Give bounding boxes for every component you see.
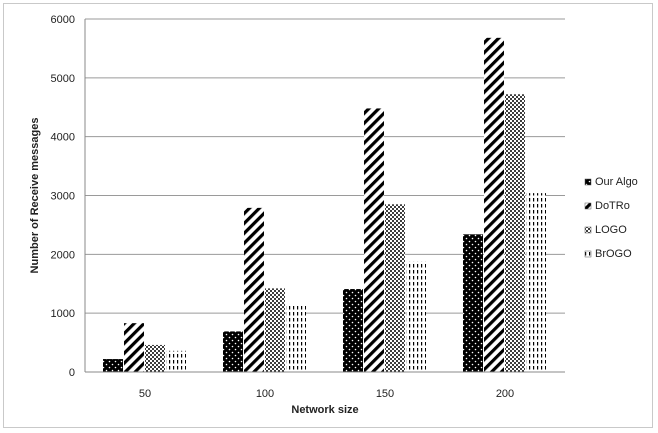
bar-brogo-200	[526, 193, 546, 372]
y-axis-ticks: 0 1000 2000 3000 4000 5000 6000	[51, 14, 75, 379]
y-tick-label: 4000	[51, 132, 75, 144]
bar-our-algo-200	[463, 234, 483, 372]
legend-label: LOGO	[595, 224, 627, 236]
legend-label: DoTRo	[595, 200, 630, 212]
y-tick-label: 1000	[51, 308, 75, 320]
legend: Our Algo DoTRo LOGO BrOGO	[584, 176, 638, 260]
y-axis-title: Number of Receive messages	[29, 118, 41, 274]
bar-brogo-150	[406, 261, 426, 372]
y-tick-label: 6000	[51, 14, 75, 26]
axes	[84, 19, 565, 373]
bars	[103, 37, 546, 373]
bar-logo-50	[145, 344, 165, 372]
x-axis-title: Network size	[291, 404, 358, 416]
bar-our-algo-100	[223, 331, 243, 372]
bar-logo-150	[385, 204, 405, 372]
bar-dotro-100	[244, 207, 264, 372]
bar-our-algo-150	[343, 289, 363, 372]
y-tick-label: 2000	[51, 249, 75, 261]
bar-dotro-50	[124, 323, 144, 372]
legend-swatch	[584, 226, 592, 234]
y-tick-label: 3000	[51, 191, 75, 203]
legend-swatch	[584, 178, 592, 186]
legend-label: BrOGO	[595, 248, 632, 260]
bar-brogo-50	[166, 350, 186, 372]
bar-dotro-150	[364, 108, 384, 372]
x-tick-label: 200	[496, 388, 514, 400]
bar-our-algo-50	[103, 359, 123, 372]
x-tick-label: 100	[256, 388, 274, 400]
x-axis-ticks: 50 100 150 200	[139, 388, 514, 400]
bar-logo-200	[505, 94, 525, 372]
bar-brogo-100	[286, 303, 306, 372]
y-tick-label: 0	[69, 367, 75, 379]
bar-logo-100	[265, 288, 285, 372]
x-tick-label: 50	[139, 388, 151, 400]
x-tick-label: 150	[376, 388, 394, 400]
legend-swatch	[584, 250, 592, 258]
bar-dotro-200	[484, 37, 504, 373]
legend-swatch	[584, 202, 592, 210]
y-tick-label: 5000	[51, 73, 75, 85]
legend-label: Our Algo	[595, 176, 638, 188]
